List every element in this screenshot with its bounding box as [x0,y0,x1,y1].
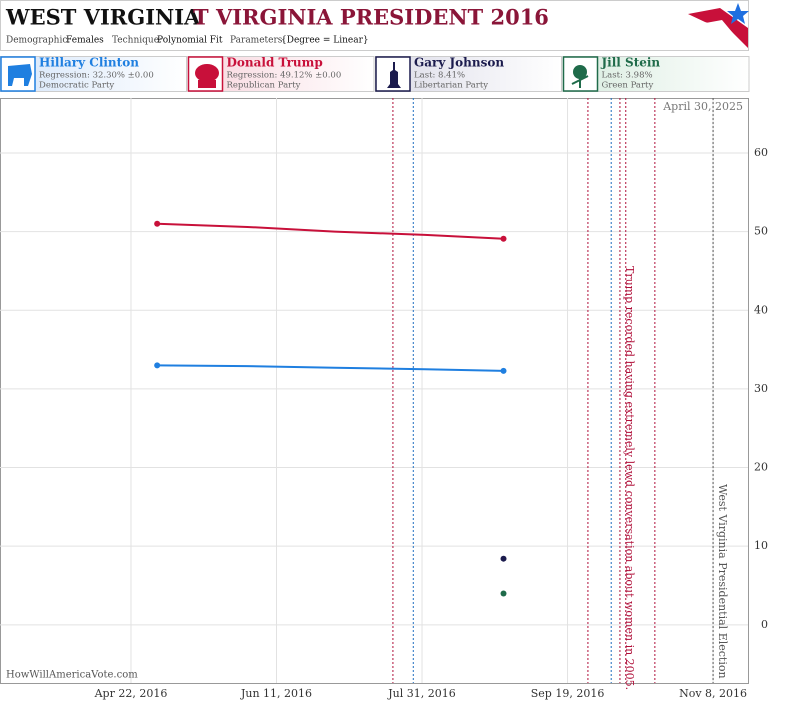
watermark: HowWillAmericaVote.com [6,670,138,681]
y-tick-label: 30 [754,382,768,395]
series-line [157,222,504,240]
legend-detail: Regression: 49.12% ±0.00 [227,71,342,81]
point [500,367,507,374]
y-tick-label: 40 [754,303,768,316]
meta: Demographic: Females Technique: Polynomi… [6,36,369,46]
point [500,555,507,562]
y-tick-label: 50 [754,225,768,238]
point [500,590,507,597]
meta-value: {Degree = Linear} [281,36,369,46]
legend-name: Jill Stein [601,56,661,70]
meta-value: Females [66,36,104,46]
x-tick-label: Sep 19, 2016 [531,687,605,700]
y-tick-label: 10 [754,539,768,552]
x-tick-label: Nov 8, 2016 [679,687,747,700]
title: WEST VIRGINIA [5,5,201,30]
legend-detail: Last: 3.98% [602,71,653,81]
meta-key: Technique: [112,36,162,46]
legend-name: Hillary Clinton [39,56,139,70]
y-tick-label: 60 [754,146,768,159]
icon [387,62,401,88]
point [500,235,507,242]
header-box [0,0,749,51]
y-tick-label: 0 [761,618,768,631]
series-line [157,364,504,372]
annotation: Trump recorded having extremely lewd con… [623,266,636,690]
legend-party: Libertarian Party [414,81,488,91]
date-label: April 30, 2025 [662,100,743,113]
meta-value: Polynomial Fit [157,36,223,46]
meta-key: Parameters: [230,36,285,46]
icon [8,64,32,86]
x-tick-label: Jun 11, 2016 [240,687,312,700]
icon [571,75,589,88]
plot: 0 10 20 30 40 50 60 Apr 22, 2016 Jun 11, 2016 Jul… [0,98,768,700]
point [154,362,161,369]
meta-key: Demographic: [6,36,70,46]
logo [688,3,749,48]
legend-name: Donald Trump [227,56,323,70]
plot-frame [0,98,749,684]
legend-party: Democratic Party [39,81,114,91]
y-tick-label: 20 [754,461,768,474]
icon [195,64,219,82]
icon [573,65,587,79]
legend-detail: Regression: 32.30% ±0.00 [39,71,154,81]
annotation: West Virginia Presidential Election [716,484,729,679]
point [154,220,161,227]
legend-party: Green Party [602,81,654,91]
icon [198,80,216,88]
subtitle: T VIRGINIA PRESIDENT 2016 [193,5,549,30]
legend-name: Gary Johnson [414,56,504,70]
legend-detail: Last: 8.41% [414,71,465,81]
legend-party: Republican Party [227,81,301,91]
x-tick-label: Jul 31, 2016 [387,687,456,700]
x-tick-label: Apr 22, 2016 [94,687,168,700]
